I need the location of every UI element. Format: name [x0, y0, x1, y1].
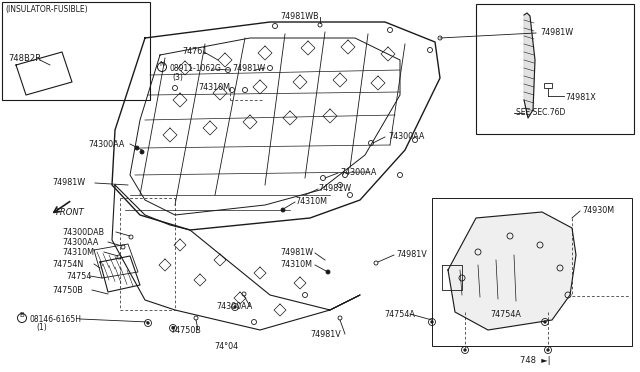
Text: SEE SEC.76D: SEE SEC.76D [516, 108, 565, 117]
Text: 74981W: 74981W [280, 248, 313, 257]
Text: 74754: 74754 [66, 272, 92, 281]
Text: 74300AA: 74300AA [340, 168, 376, 177]
Text: 74981W: 74981W [52, 178, 85, 187]
Text: 74981V: 74981V [396, 250, 427, 259]
Text: B: B [20, 312, 24, 318]
Text: 74981W: 74981W [318, 184, 351, 193]
Text: N: N [159, 61, 164, 67]
Bar [432, 198, 632, 346]
Text: 74981WB: 74981WB [280, 12, 319, 21]
Text: 74750B: 74750B [170, 326, 201, 335]
Circle shape [140, 150, 144, 154]
Text: 74300AA: 74300AA [62, 238, 99, 247]
Text: 74300AA: 74300AA [216, 302, 252, 311]
Text: 74754N: 74754N [52, 260, 83, 269]
Circle shape [172, 327, 174, 329]
Circle shape [544, 321, 546, 323]
Bar [476, 4, 634, 134]
Circle shape [234, 306, 236, 308]
Text: 74300AA: 74300AA [388, 132, 424, 141]
Text: 74300DAB: 74300DAB [62, 228, 104, 237]
Text: 74310M: 74310M [198, 83, 230, 92]
Bar [544, 83, 552, 88]
Circle shape [147, 322, 149, 324]
Text: 74981W: 74981W [232, 64, 265, 73]
Text: 74761: 74761 [182, 47, 207, 56]
Text: 74754A: 74754A [490, 310, 521, 319]
Text: (INSULATOR-FUSIBLE): (INSULATOR-FUSIBLE) [5, 5, 88, 14]
Text: 748  ►|: 748 ►| [520, 356, 550, 365]
Text: 74310M: 74310M [62, 248, 94, 257]
Text: 74310M: 74310M [295, 197, 327, 206]
Text: 74300AA: 74300AA [88, 140, 124, 149]
Text: 74981W: 74981W [540, 28, 573, 37]
Circle shape [547, 349, 549, 351]
Circle shape [135, 146, 139, 150]
Text: 74981V: 74981V [310, 330, 340, 339]
Polygon shape [524, 13, 535, 118]
Text: 08146-6165H: 08146-6165H [30, 315, 82, 324]
Text: 74754A: 74754A [384, 310, 415, 319]
Circle shape [431, 321, 433, 323]
Text: 74750B: 74750B [52, 286, 83, 295]
Circle shape [464, 349, 466, 351]
Circle shape [281, 208, 285, 212]
Text: 74°04: 74°04 [214, 342, 238, 351]
Circle shape [326, 270, 330, 274]
Text: 74310M: 74310M [280, 260, 312, 269]
Polygon shape [448, 212, 576, 330]
Bar [2, 2, 150, 100]
Text: FRONT: FRONT [56, 208, 84, 217]
Text: (3): (3) [172, 73, 183, 82]
Text: 748B2R: 748B2R [8, 54, 41, 63]
Text: (1): (1) [36, 323, 47, 332]
Text: 74930M: 74930M [582, 206, 614, 215]
Text: 74981X: 74981X [565, 93, 596, 102]
Text: 08911-1062G: 08911-1062G [170, 64, 222, 73]
